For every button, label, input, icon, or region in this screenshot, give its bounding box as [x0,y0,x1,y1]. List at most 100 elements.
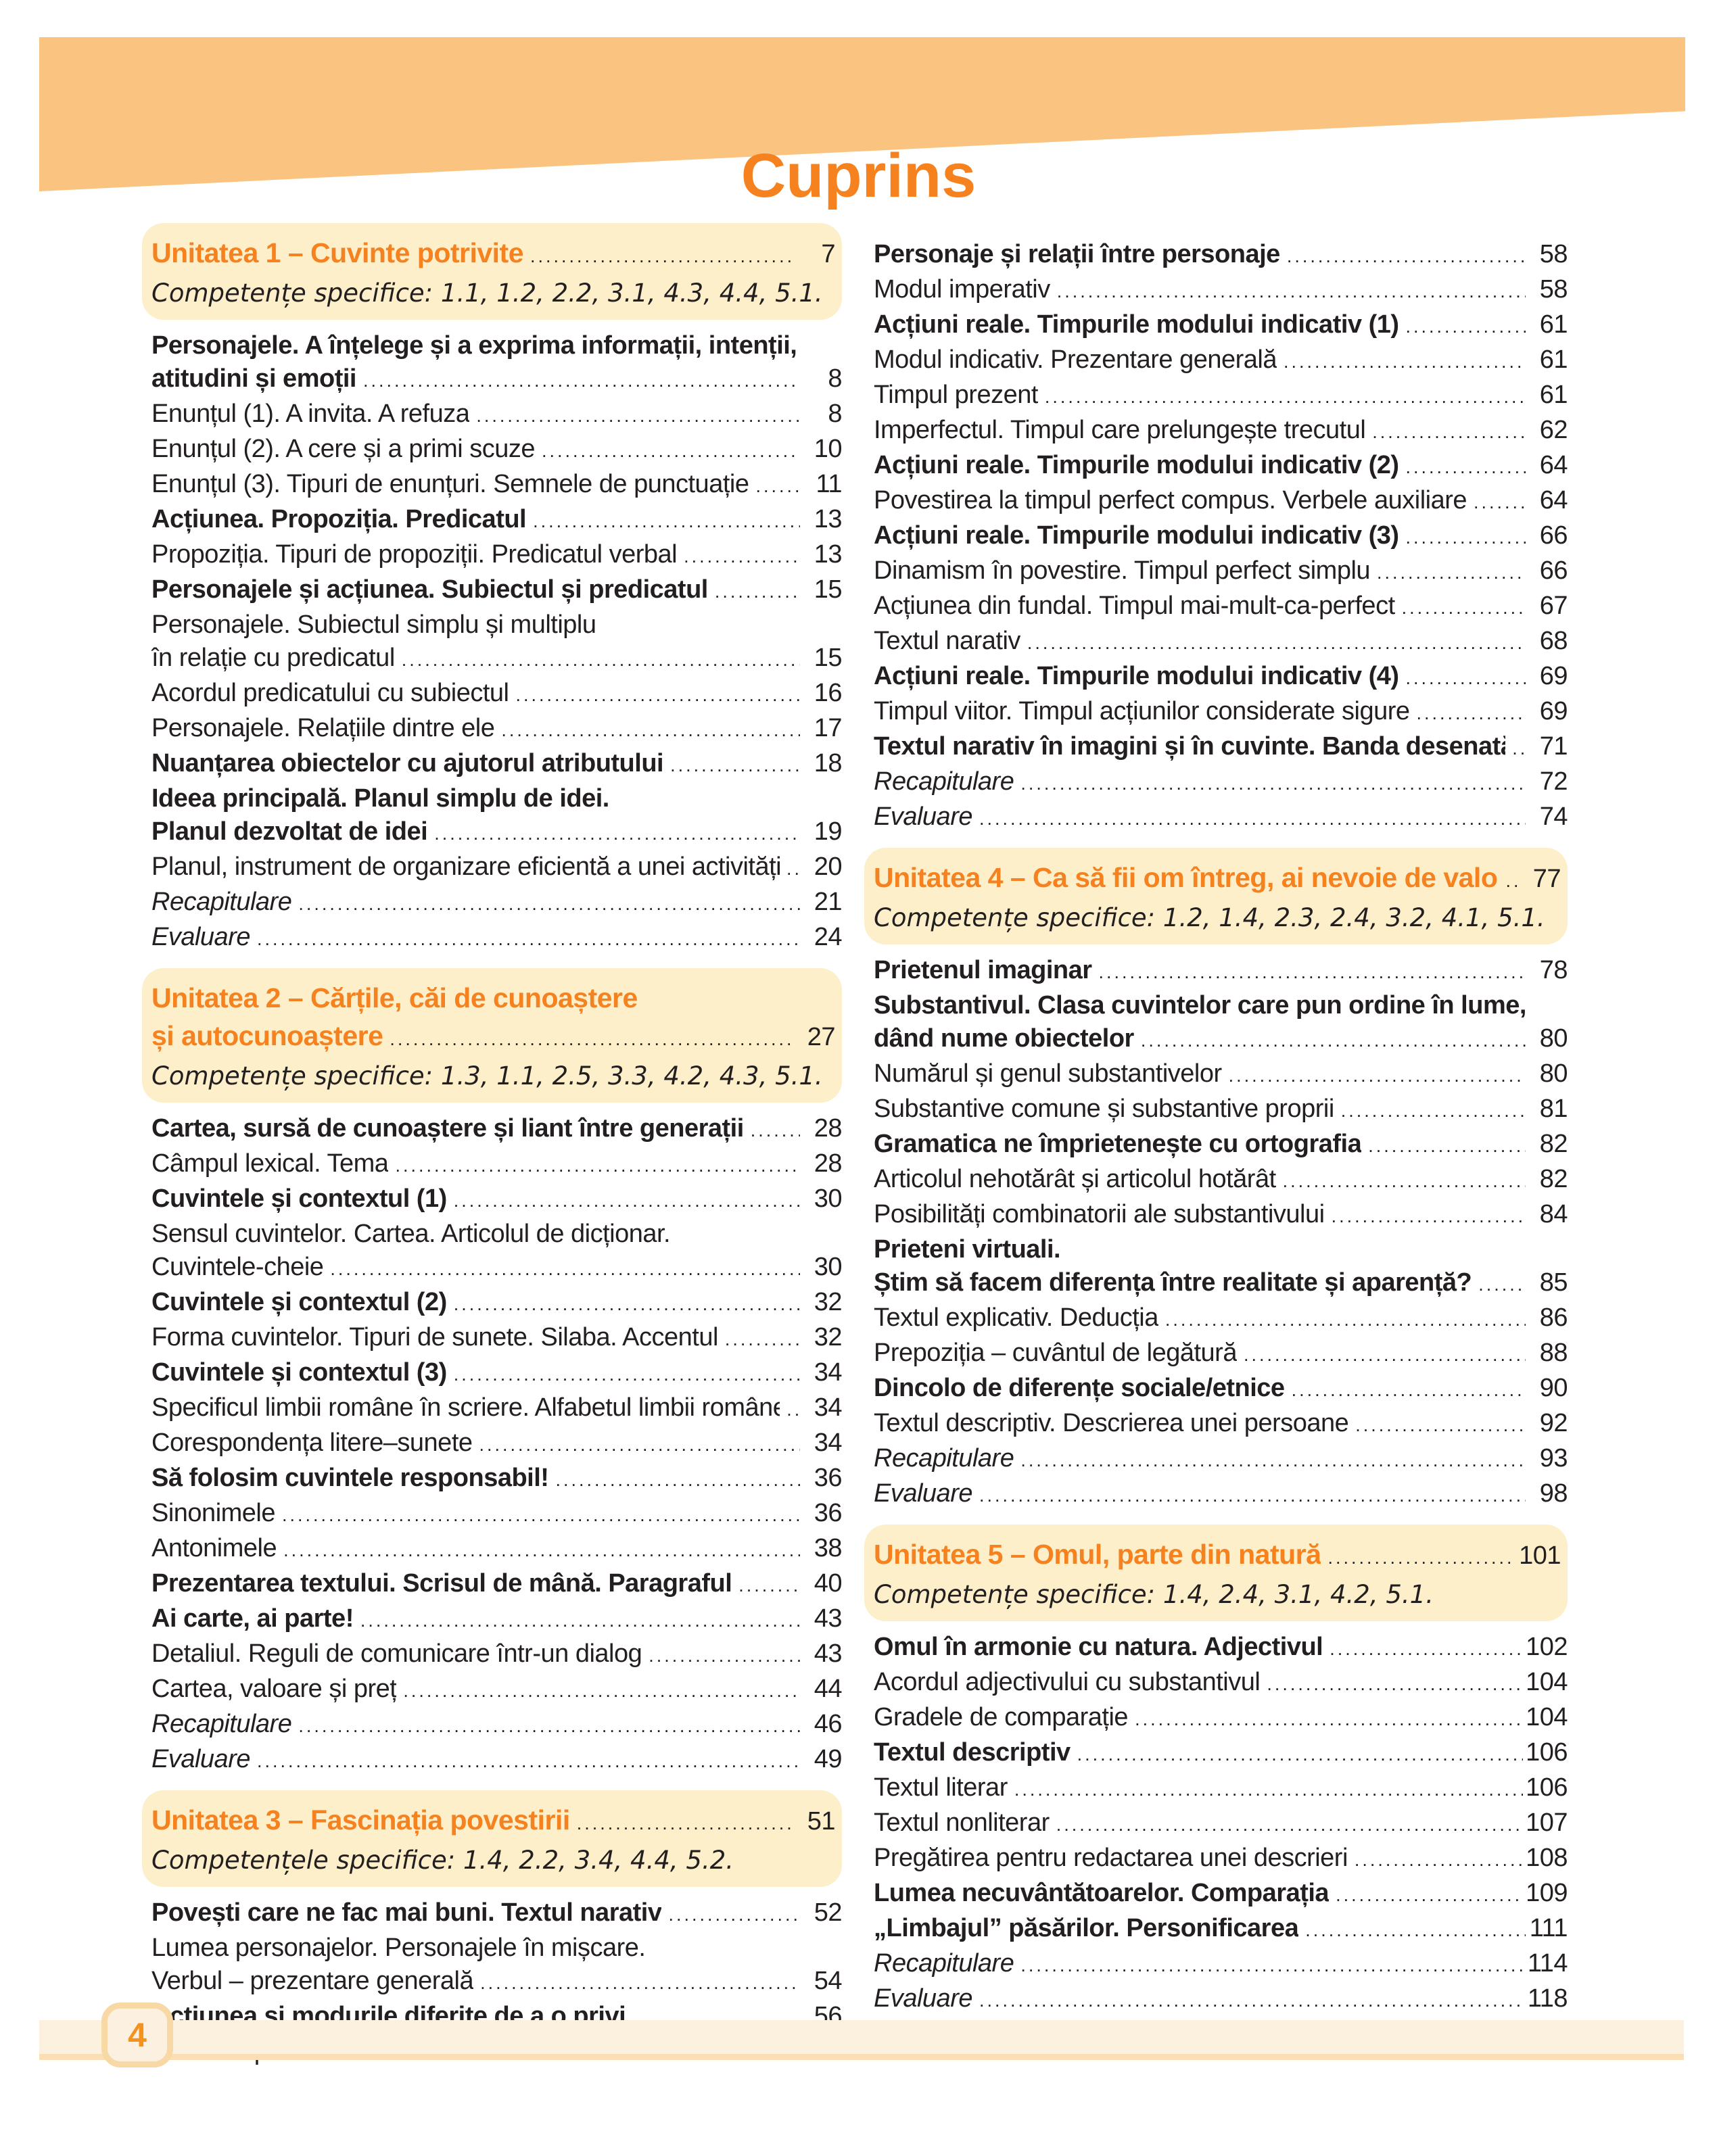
dot-leader: ........................................… [1512,738,1526,759]
toc-entry-line: Cuvintele și contextul (1)..............… [142,1182,843,1218]
toc-entry-text: Textul explicativ. Deducția [874,1303,1158,1332]
dot-leader: ........................................… [1283,352,1526,372]
page-number: 62 [1539,416,1568,444]
footer-page-number: 4 [128,2016,147,2054]
toc-entry-line: Enunțul (1). A invita. A refuza.........… [142,398,843,433]
page-number: 18 [814,749,843,777]
toc-entry-line: Omul în armonie cu natura. Adjectivul...… [864,1631,1568,1666]
page-number: 69 [1539,662,1568,690]
page-number-badge: 4 [101,2003,173,2067]
dot-leader: ........................................… [1044,387,1526,407]
toc-entry-line: Textul literar..........................… [864,1771,1568,1806]
toc-entry-line: Gradele de comparație...................… [864,1701,1568,1736]
page-number: 36 [814,1464,843,1492]
toc-entry-text: Textul literar [874,1773,1008,1802]
toc-entry-line: Gramatica ne împrietenește cu ortografia… [864,1128,1568,1163]
toc-entry-text: Recapitulare [874,1949,1014,1978]
page-number: 20 [814,853,843,881]
toc-entry-text: Textul narativ [874,627,1020,655]
dot-leader: ........................................… [1228,1065,1526,1086]
toc-entry-line: Imperfectul. Timpul care prelungește tre… [864,414,1568,449]
page-number: 61 [1539,381,1568,409]
unit-header-box: Unitatea 1 – Cuvinte potrivite..........… [142,223,842,320]
unit-title-line: Unitatea 4 – Ca să fii om întreg, ai nev… [864,859,1561,900]
page-number: 78 [1539,956,1568,984]
toc-entry-line: Modul indicativ. Prezentare generală....… [864,343,1568,379]
toc-entry-line: Acțiuni reale. Timpurile modului indicat… [864,308,1568,343]
toc-entry-text: Textul nonliterar [874,1808,1050,1837]
toc-entry-line: Evaluare................................… [142,921,843,956]
toc-entry-text: Ai carte, ai parte! [151,1604,354,1633]
toc-entry-text: Recapitulare [151,1710,292,1738]
toc-entry-text: Câmpul lexical. Tema [151,1149,389,1178]
dot-leader: ........................................… [530,246,793,266]
page-number: 13 [814,505,843,533]
page-title: Cuprins [740,141,977,210]
toc-entry-text: Acțiuni reale. Timpurile modului indicat… [874,521,1399,550]
dot-leader: ........................................… [1331,1206,1526,1226]
toc-entry-text: Recapitulare [151,888,292,916]
toc-entry-line: Modul imperativ.........................… [864,273,1568,308]
toc-entry-text: „Limbajul” păsărilor. Personificarea [874,1914,1299,1942]
dot-leader: ........................................… [1135,1709,1524,1729]
dot-leader: ........................................… [649,1646,800,1666]
unit-header-box: Unitatea 3 – Fascinația povestirii......… [142,1790,842,1887]
dot-leader: ........................................… [1377,562,1526,583]
dot-leader: ........................................… [298,1716,800,1736]
dot-leader: ........................................… [724,1329,800,1349]
dot-leader: ........................................… [1368,1136,1526,1156]
page-number: 28 [814,1114,843,1143]
toc-entry-line: Forma cuvintelor. Tipuri de sunete. Sila… [142,1321,843,1356]
toc-entry-text: Planul dezvoltat de idei [151,817,428,846]
toc-entry-line: Prepoziția – cuvântul de legătură.......… [864,1337,1568,1372]
toc-entry-text: Nuanțarea obiectelor cu ajutorul atribut… [151,749,664,777]
dot-leader: ........................................… [1372,422,1526,442]
page-number: 108 [1526,1844,1568,1872]
toc-entry-line: Cartea, valoare și preț.................… [142,1673,843,1708]
page-number: 114 [1527,1949,1568,1978]
toc-entry-line: Enunțul (2). A cere și a primi scuze....… [142,433,843,468]
toc-entry-line: Propoziția. Tipuri de propoziții. Predic… [142,538,843,573]
dot-leader: ........................................… [395,1155,800,1176]
page-number: 15 [814,575,843,604]
dot-leader: ........................................… [1056,281,1526,302]
dot-leader: ........................................… [453,1364,800,1385]
toc-entry-text: Numărul și genul substantivelor [874,1059,1222,1088]
page-number: 38 [814,1534,843,1562]
toc-entry-text: Substantive comune și substantive propri… [874,1095,1334,1123]
toc-entry-text: Dincolo de diferențe sociale/etnice [874,1374,1285,1402]
toc-entry-text: Articolul nehotărât și articolul hotărât [874,1165,1276,1193]
toc-entry-text: Specificul limbii române în scriere. Alf… [151,1393,780,1422]
toc-entry-line: Corespondența litere–sunete.............… [142,1427,843,1462]
toc-entry-line: Planul dezvoltat de idei................… [142,815,843,851]
toc-entry-line: Personaje și relații între personaje....… [864,238,1568,273]
toc-entry-line: Personajele și acțiunea. Subiectul și pr… [142,573,843,608]
page-number: 80 [1539,1059,1568,1088]
dot-leader: ........................................… [1267,1674,1524,1694]
toc-entry-text: Știm să facem diferența între realitate … [874,1268,1472,1297]
dot-leader: ........................................… [555,1470,800,1490]
toc-entry-text: Imperfectul. Timpul care prelungește tre… [874,416,1366,444]
dot-leader: ........................................… [1027,633,1526,653]
unit-title-line: Unitatea 3 – Fascinația povestirii......… [142,1801,836,1842]
toc-entry-line: Personajele. Subiectul simplu și multipl… [142,608,842,642]
page-number: 77 [1532,865,1561,893]
toc-entry-text: Recapitulare [874,1444,1014,1472]
page-number: 61 [1539,345,1568,374]
toc-entry-line: Sensul cuvintelor. Cartea. Articolul de … [142,1218,842,1251]
dot-leader: ........................................… [1354,1850,1523,1870]
page-number: 10 [814,435,843,463]
dot-leader: ........................................… [786,859,800,879]
toc-entry-text: Textul descriptiv. Descrierea unei perso… [874,1409,1349,1437]
page-number: 109 [1526,1879,1568,1907]
toc-entry-line: Enunțul (3). Tipuri de enunțuri. Semnele… [142,468,843,503]
toc-entry-line: Câmpul lexical. Tema....................… [142,1147,843,1182]
page-number: 32 [814,1323,843,1351]
page-number: 67 [1539,592,1568,620]
toc-entry-line: Substantivul. Clasa cuvintelor care pun … [864,989,1568,1022]
toc-entry-text: Evaluare [874,1984,972,2013]
dot-leader: ........................................… [330,1259,800,1279]
competencies-text: Competențe specifice: 1.2, 1.4, 2.3, 2.4… [874,903,1545,932]
toc-entry-text: Acțiuni reale. Timpurile modului indicat… [874,451,1399,479]
toc-entry-text: Modul imperativ [874,275,1050,304]
